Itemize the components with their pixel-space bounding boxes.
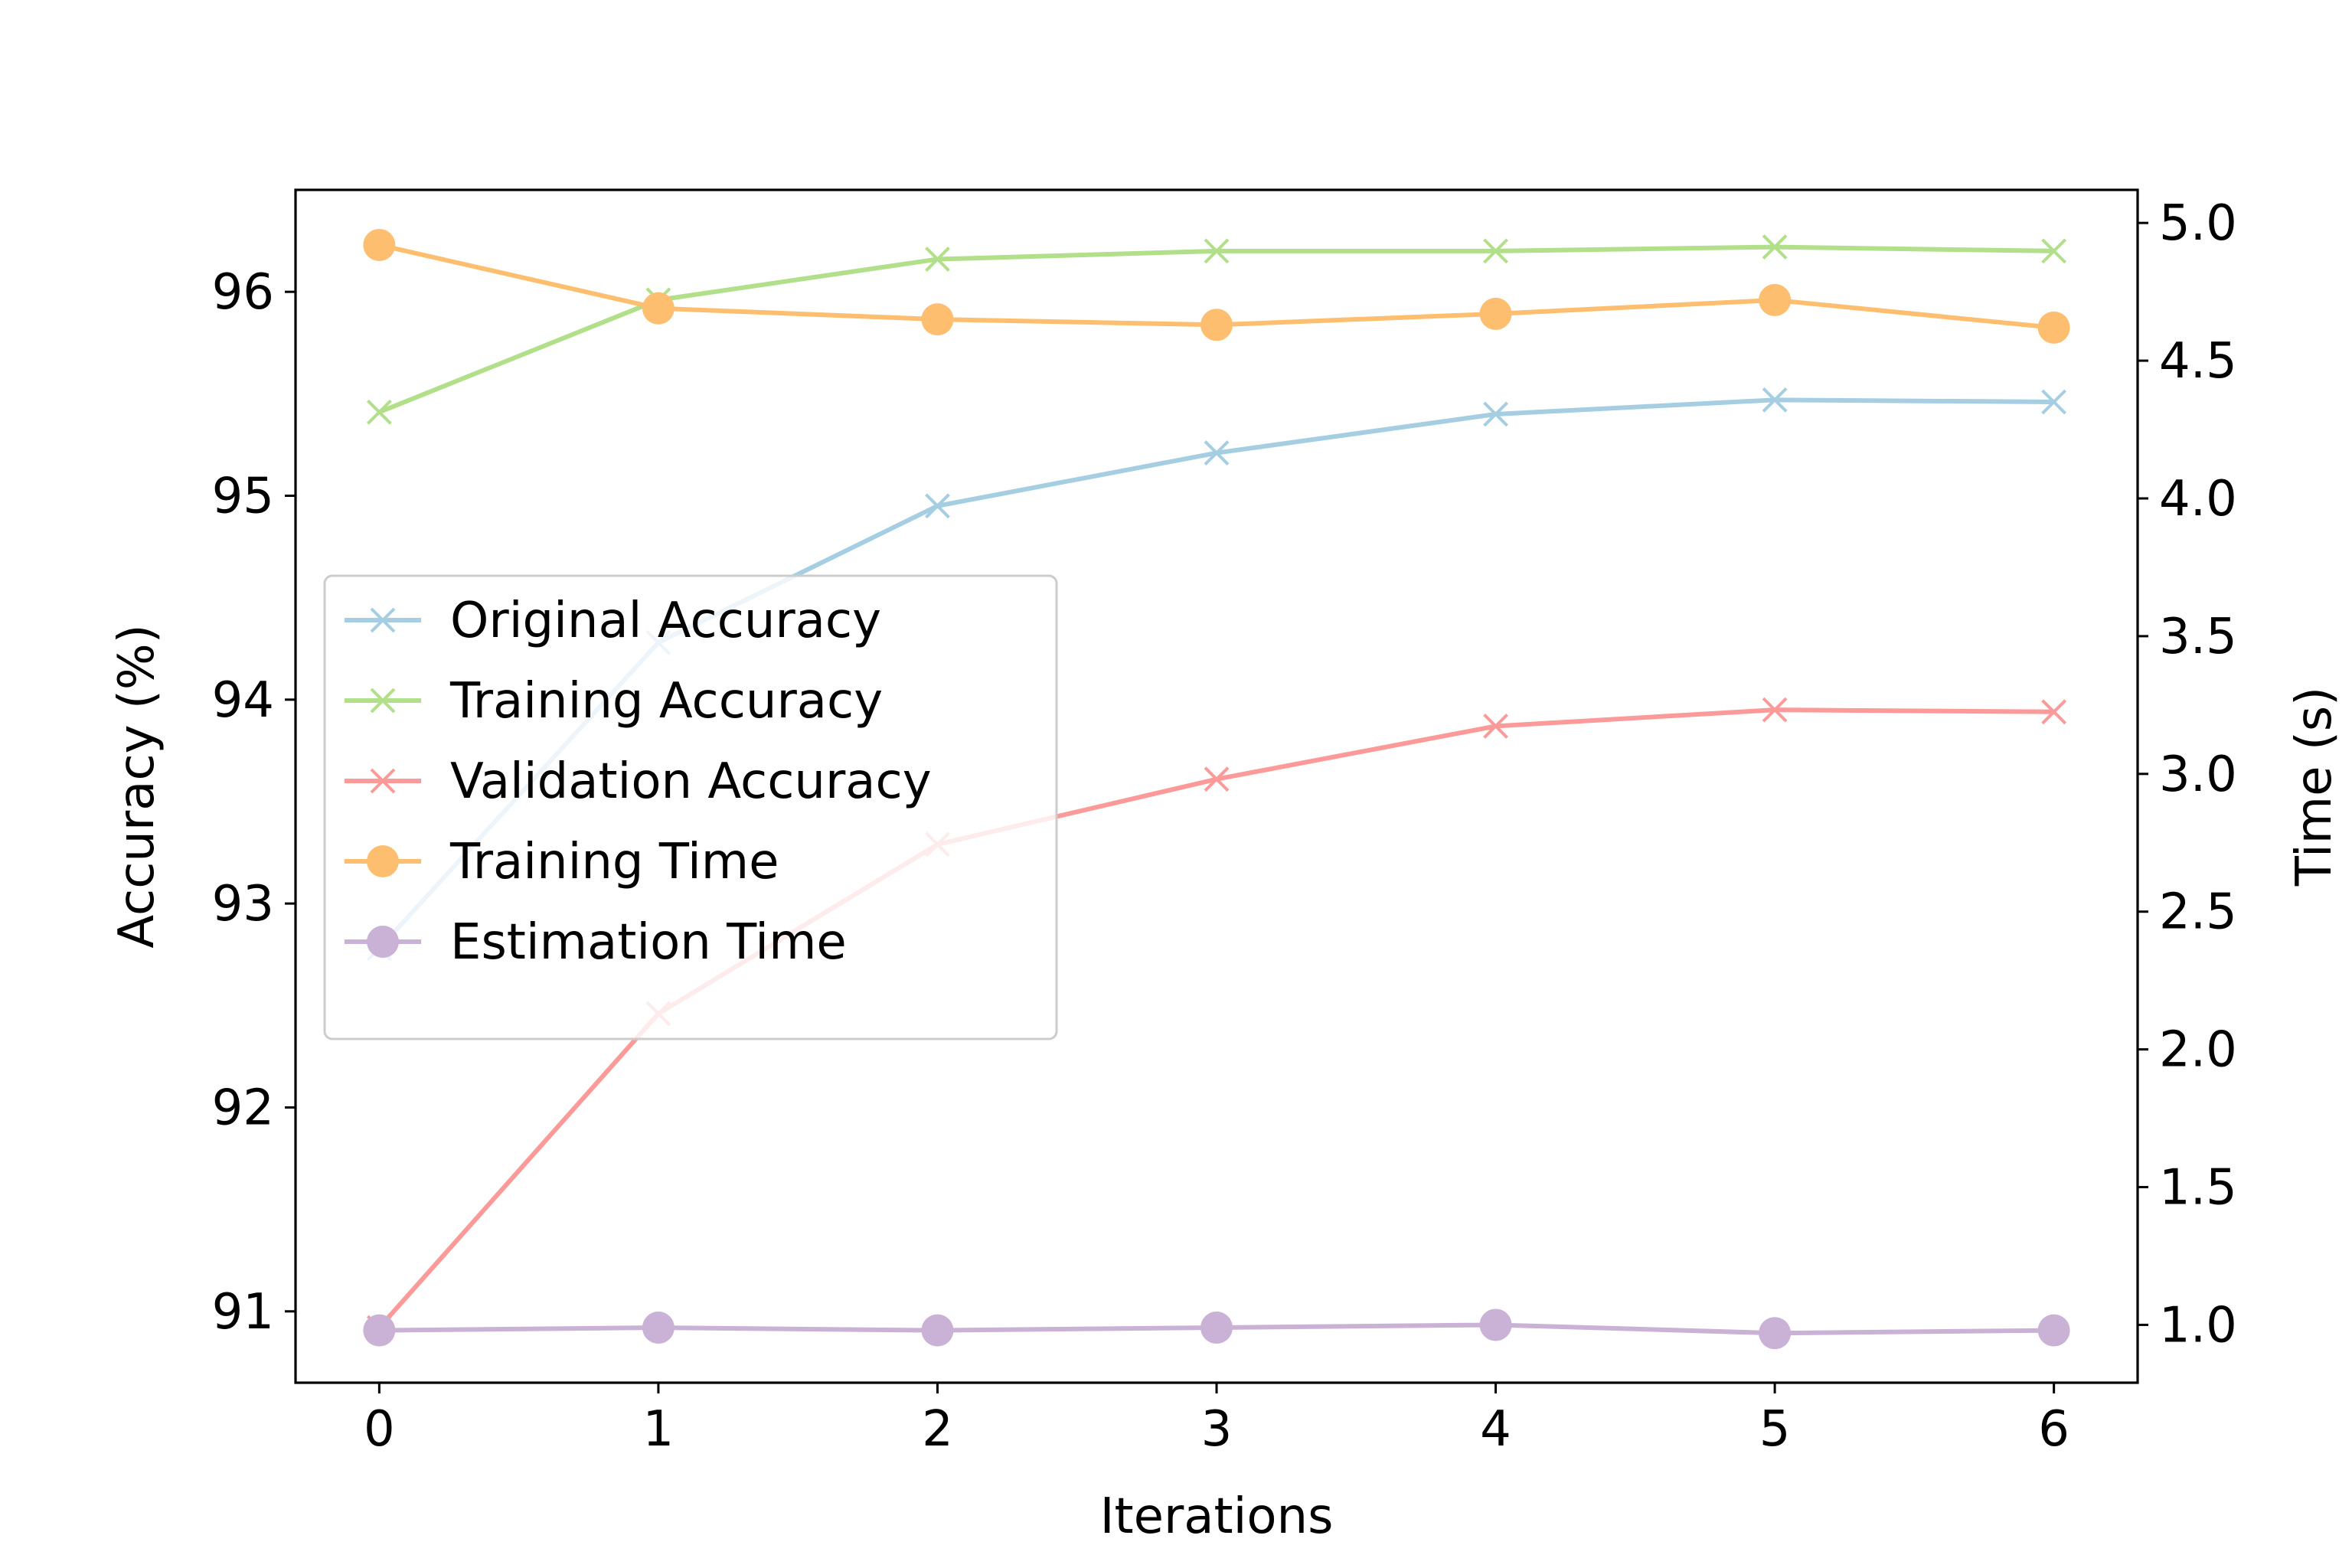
- data-point-training-time: [921, 303, 954, 336]
- legend-marker-estimation-time: [367, 926, 399, 958]
- data-point-training-time: [363, 228, 396, 261]
- data-point-validation-accuracy: [1204, 766, 1230, 792]
- legend: Original Accuracy Training Accuracy Valida…: [323, 574, 1058, 1040]
- y-right-tick-label: 3.5: [2159, 609, 2237, 665]
- y-right-tick-label: 4.0: [2159, 471, 2237, 528]
- y-axis-left-label: Accuracy (%): [109, 624, 165, 948]
- y-right-tick-label: 1.5: [2159, 1160, 2237, 1217]
- x-tick-label: 0: [364, 1401, 395, 1458]
- y-left-tick-label: 95: [212, 468, 274, 524]
- series-training-time: [363, 228, 2070, 344]
- x-tick-label: 2: [922, 1401, 953, 1458]
- legend-marker-training-accuracy: [370, 688, 396, 714]
- data-point-training-accuracy: [1204, 238, 1230, 264]
- y-left-tick-label: 93: [212, 876, 274, 933]
- legend-label-original-accuracy: Original Accuracy: [450, 593, 881, 649]
- data-point-estimation-time: [363, 1314, 396, 1347]
- data-point-original-accuracy: [2041, 389, 2067, 415]
- legend-marker-training-time: [367, 845, 399, 877]
- data-point-training-time: [1200, 309, 1233, 341]
- y-right-tick-label: 5.0: [2159, 195, 2237, 252]
- axis-layer: 0 1 2 3 4 5 6 91 92 93 94 95 96 1.0 1.5 2.0 2.5 3.0 3.5 4.0…: [212, 195, 2237, 1458]
- data-point-training-time: [2037, 311, 2070, 344]
- y-left-tick-label: 96: [212, 264, 274, 321]
- data-point-training-time: [1759, 283, 1792, 316]
- data-point-original-accuracy: [1483, 401, 1508, 427]
- data-point-original-accuracy: [1762, 387, 1788, 413]
- x-tick-label: 4: [1480, 1401, 1511, 1458]
- data-point-estimation-time: [642, 1312, 675, 1344]
- legend-marker-original-accuracy: [370, 607, 396, 633]
- y-right-tick-label: 4.5: [2159, 333, 2237, 390]
- data-point-training-time: [642, 292, 675, 325]
- y-right-tick-label: 3.0: [2159, 746, 2237, 803]
- x-tick-label: 6: [2038, 1401, 2069, 1458]
- data-point-training-accuracy: [1483, 238, 1508, 264]
- x-tick-label: 3: [1201, 1401, 1233, 1458]
- data-point-training-accuracy: [1762, 234, 1788, 260]
- y-left-tick-label: 94: [212, 672, 274, 729]
- data-point-training-accuracy: [366, 399, 392, 425]
- legend-marker-validation-accuracy: [370, 768, 396, 794]
- y-left-tick-label: 91: [212, 1284, 274, 1341]
- y-axis-right-label: Time (s): [2286, 687, 2343, 887]
- legend-label-training-time: Training Time: [449, 834, 779, 890]
- data-point-validation-accuracy: [2041, 699, 2067, 725]
- x-tick-label: 5: [1759, 1401, 1791, 1458]
- data-point-original-accuracy: [1204, 440, 1230, 466]
- data-point-estimation-time: [1759, 1317, 1792, 1350]
- data-point-training-time: [1479, 297, 1512, 330]
- data-point-estimation-time: [2037, 1314, 2070, 1347]
- x-tick-label: 1: [643, 1401, 675, 1458]
- legend-label-validation-accuracy: Validation Accuracy: [450, 753, 932, 810]
- data-point-validation-accuracy: [1483, 714, 1508, 739]
- legend-label-training-accuracy: Training Accuracy: [449, 673, 883, 730]
- data-point-original-accuracy: [925, 493, 950, 519]
- y-right-tick-label: 2.5: [2159, 884, 2237, 941]
- data-point-validation-accuracy: [1762, 697, 1788, 723]
- y-right-tick-label: 2.0: [2159, 1022, 2237, 1079]
- legend-label-estimation-time: Estimation Time: [450, 914, 847, 971]
- data-point-training-accuracy: [925, 247, 950, 272]
- y-right-tick-label: 1.0: [2159, 1297, 2237, 1354]
- y-left-tick-label: 92: [212, 1080, 274, 1136]
- data-point-training-accuracy: [2041, 238, 2067, 264]
- series-estimation-time: [363, 1308, 2070, 1350]
- x-axis-label: Iterations: [1100, 1488, 1334, 1545]
- data-point-estimation-time: [1479, 1308, 1512, 1341]
- legend-box: [323, 574, 1058, 1040]
- data-point-estimation-time: [1200, 1312, 1233, 1344]
- data-point-estimation-time: [921, 1314, 954, 1347]
